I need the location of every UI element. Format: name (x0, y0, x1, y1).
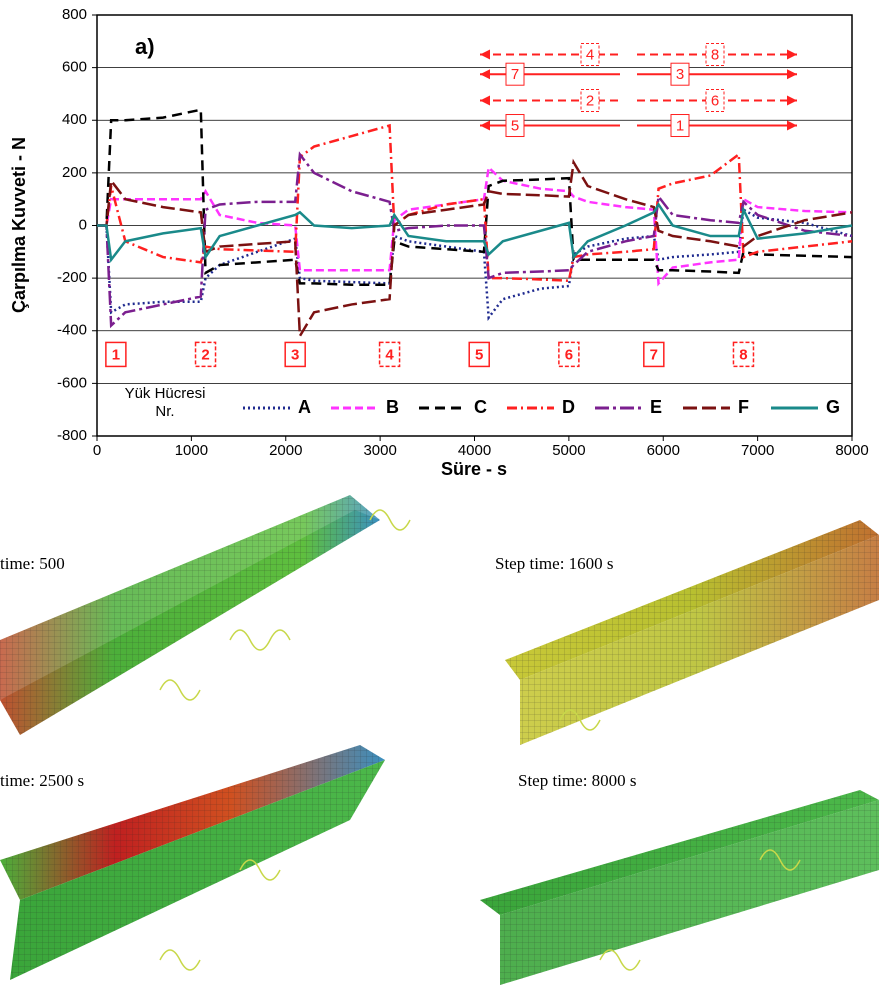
y-tick-label: 600 (62, 59, 87, 76)
series-line (97, 207, 853, 321)
x-tick-label: 1000 (175, 442, 208, 459)
legend-label: D (562, 397, 575, 417)
arrow-label-box (670, 114, 690, 138)
annotation: 1 (112, 346, 120, 363)
panel-label: Step time: 8000 s (518, 771, 637, 790)
panel-label: time: 2500 s (0, 771, 84, 790)
legend-label: A (298, 397, 311, 417)
x-tick-label: 0 (93, 442, 101, 459)
arrow-label-box (505, 62, 525, 86)
x-tick-label: 4000 (458, 442, 491, 459)
arrow-head (480, 120, 490, 131)
annotation: 3 (291, 346, 299, 363)
arrow-head (480, 95, 490, 106)
panel-label: Step time: 1600 s (495, 554, 614, 573)
arrow-head (787, 49, 797, 60)
arrow-label-box (705, 42, 725, 66)
arrow-label-box (505, 114, 525, 138)
arrow-label-box (705, 89, 725, 113)
series-line (97, 151, 853, 329)
series-line (97, 108, 853, 286)
legend-label: C (474, 397, 487, 417)
x-tick-label: 2000 (269, 442, 302, 459)
annotation-box (194, 341, 217, 368)
y-tick-label: 400 (62, 111, 87, 128)
arrow-label-box (670, 62, 690, 86)
annotation: 5 (475, 346, 483, 363)
arrow-head (480, 49, 490, 60)
series-line (97, 158, 853, 341)
legend-title: Yük Hücresi (125, 385, 206, 402)
legend-title: Nr. (155, 403, 174, 420)
annotation-box (284, 341, 306, 368)
legend-label: B (386, 397, 399, 417)
arrow-label: 4 (586, 46, 594, 63)
arrow-label-box (580, 89, 600, 113)
x-tick-label: 8000 (835, 442, 868, 459)
y-tick-label: -600 (57, 374, 87, 391)
y-tick-label: 0 (79, 216, 87, 233)
legend-label: G (826, 397, 840, 417)
annotation: 6 (565, 346, 573, 363)
arrow-head (787, 69, 797, 80)
annotation-box (105, 341, 127, 368)
arrow-label: 8 (711, 46, 719, 63)
annotation-box (732, 341, 755, 368)
y-axis-label: Çarpılma Kuvveti - N (9, 137, 29, 313)
annotation-box (558, 341, 580, 368)
annotation-box (468, 341, 490, 368)
x-axis-label: Süre - s (441, 459, 507, 479)
arrow-label: 3 (676, 66, 684, 83)
annotation: 2 (201, 346, 209, 363)
y-tick-label: -200 (57, 269, 87, 286)
y-tick-label: -400 (57, 322, 87, 339)
chart-title: a) (135, 34, 155, 59)
arrow-head (787, 95, 797, 106)
fe-panels: time: 500 Step time: 1600 s time: 2500 s… (0, 495, 879, 985)
y-tick-label: 800 (62, 6, 87, 23)
arrow-label: 6 (711, 92, 719, 109)
x-tick-label: 7000 (741, 442, 774, 459)
y-tick-label: 200 (62, 164, 87, 181)
arrow-label: 1 (676, 117, 684, 134)
x-tick-label: 6000 (647, 442, 680, 459)
arrow-label: 5 (511, 117, 519, 134)
annotation: 4 (385, 346, 394, 363)
annotation-box (378, 341, 401, 368)
arrow-head (480, 69, 490, 80)
x-tick-label: 5000 (552, 442, 585, 459)
legend-label: E (650, 397, 662, 417)
annotation: 8 (739, 346, 747, 363)
arrow-label: 2 (586, 92, 594, 109)
arrow-head (787, 120, 797, 131)
series-line (97, 202, 853, 263)
series-line (97, 165, 853, 287)
arrow-label: 7 (511, 66, 519, 83)
y-tick-label: -800 (57, 427, 87, 444)
legend-label: F (738, 397, 749, 417)
x-tick-label: 3000 (363, 442, 396, 459)
annotation: 7 (650, 346, 658, 363)
annotation-box (643, 341, 665, 368)
arrow-label-box (580, 42, 600, 66)
panel-label: time: 500 (0, 554, 65, 573)
